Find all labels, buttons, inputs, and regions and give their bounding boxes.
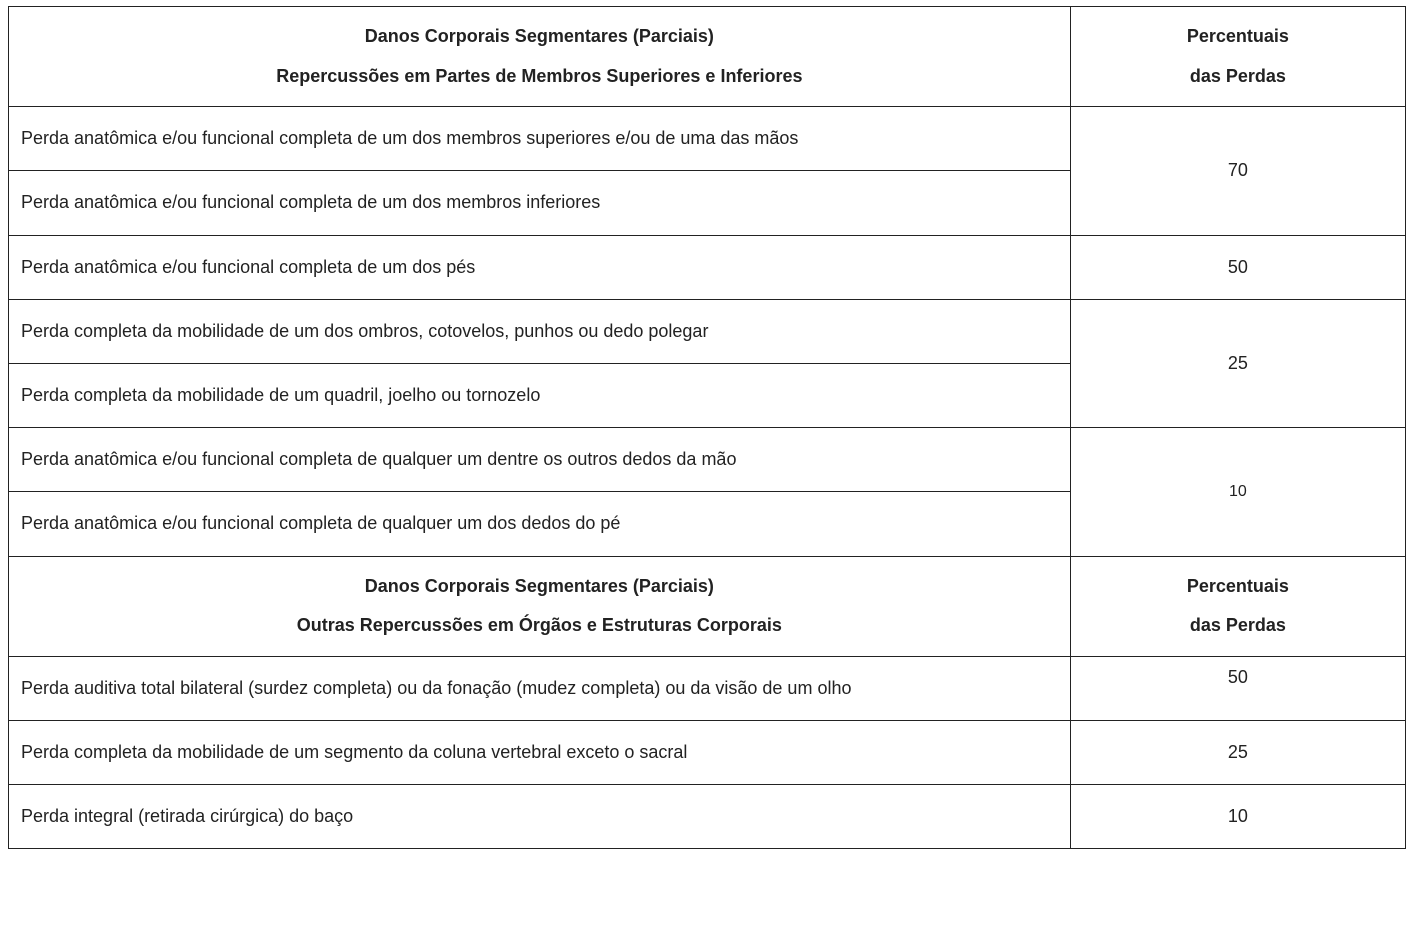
damage-description: Perda anatômica e/ou funcional completa … — [9, 171, 1071, 235]
section1-header-row: Danos Corporais Segmentares (Parciais) R… — [9, 7, 1406, 107]
damage-percent: 50 — [1070, 656, 1405, 720]
section1-desc-header: Danos Corporais Segmentares (Parciais) R… — [9, 7, 1071, 107]
damage-description: Perda anatômica e/ou funcional completa … — [9, 107, 1071, 171]
damage-percent: 70 — [1070, 107, 1405, 235]
table-row: Perda anatômica e/ou funcional completa … — [9, 107, 1406, 171]
section2-desc-header-line2: Outras Repercussões em Órgãos e Estrutur… — [21, 606, 1058, 646]
damage-description: Perda anatômica e/ou funcional completa … — [9, 492, 1071, 556]
damage-percent: 50 — [1070, 235, 1405, 299]
damage-description: Perda completa da mobilidade de um quadr… — [9, 363, 1071, 427]
section2-val-header: Percentuais das Perdas — [1070, 556, 1405, 656]
section1-val-header-line2: das Perdas — [1083, 57, 1393, 97]
section2-header-row: Danos Corporais Segmentares (Parciais) O… — [9, 556, 1406, 656]
damage-percent: 10 — [1070, 428, 1405, 556]
table-row: Perda auditiva total bilateral (surdez c… — [9, 656, 1406, 720]
section1-val-header: Percentuais das Perdas — [1070, 7, 1405, 107]
damage-description: Perda completa da mobilidade de um segme… — [9, 720, 1071, 784]
table-row: Perda integral (retirada cirúrgica) do b… — [9, 785, 1406, 849]
table-row: Perda completa da mobilidade de um segme… — [9, 720, 1406, 784]
table-row: Perda anatômica e/ou funcional completa … — [9, 235, 1406, 299]
section1-desc-header-line1: Danos Corporais Segmentares (Parciais) — [21, 17, 1058, 57]
damage-description: Perda anatômica e/ou funcional completa … — [9, 235, 1071, 299]
damage-description: Perda integral (retirada cirúrgica) do b… — [9, 785, 1071, 849]
section2-desc-header: Danos Corporais Segmentares (Parciais) O… — [9, 556, 1071, 656]
damage-description: Perda anatômica e/ou funcional completa … — [9, 428, 1071, 492]
damage-description: Perda completa da mobilidade de um dos o… — [9, 299, 1071, 363]
section2-desc-header-line1: Danos Corporais Segmentares (Parciais) — [21, 567, 1058, 607]
table-row: Perda anatômica e/ou funcional completa … — [9, 428, 1406, 492]
section2-val-header-line1: Percentuais — [1083, 567, 1393, 607]
damage-percent: 10 — [1070, 785, 1405, 849]
section1-val-header-line1: Percentuais — [1083, 17, 1393, 57]
damage-description: Perda auditiva total bilateral (surdez c… — [9, 656, 1071, 720]
section1-desc-header-line2: Repercussões em Partes de Membros Superi… — [21, 57, 1058, 97]
damage-percent: 25 — [1070, 299, 1405, 427]
damages-table: Danos Corporais Segmentares (Parciais) R… — [8, 6, 1406, 849]
table-row: Perda completa da mobilidade de um dos o… — [9, 299, 1406, 363]
damage-percent: 25 — [1070, 720, 1405, 784]
section2-val-header-line2: das Perdas — [1083, 606, 1393, 646]
